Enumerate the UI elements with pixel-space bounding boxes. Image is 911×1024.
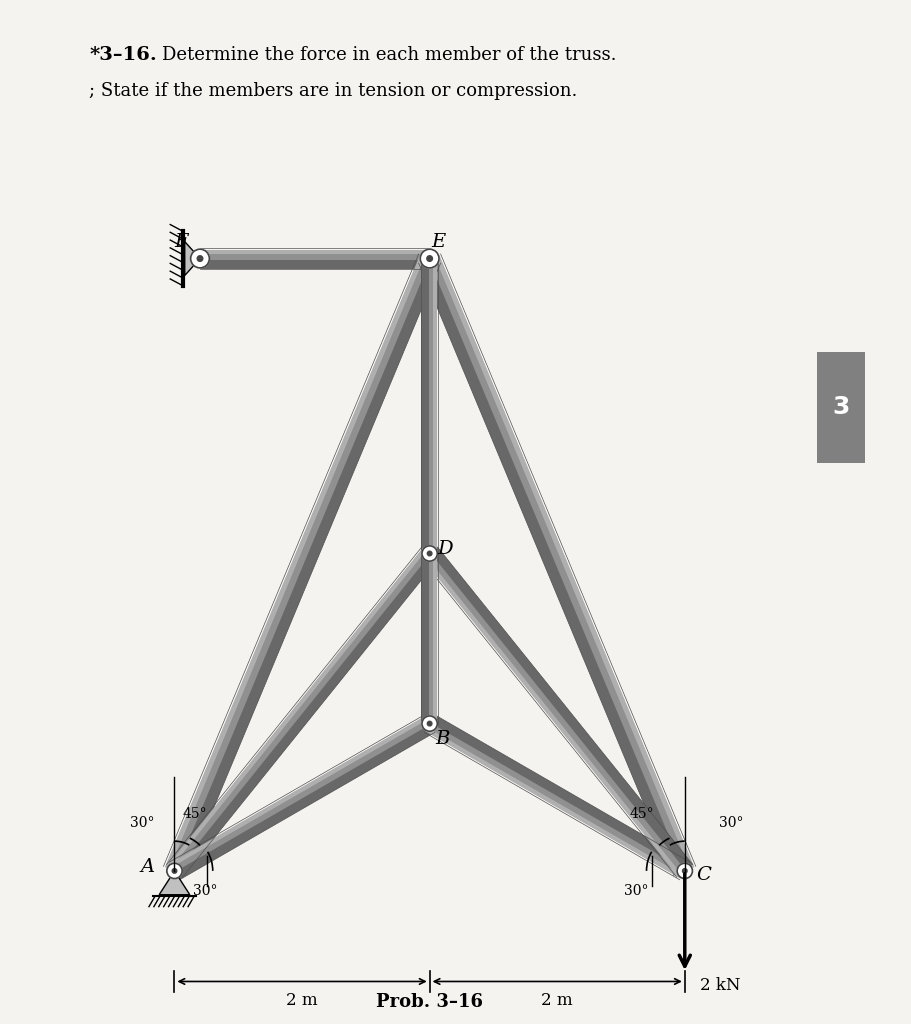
Circle shape	[422, 716, 436, 731]
Text: C: C	[695, 866, 711, 884]
Circle shape	[420, 249, 438, 268]
Polygon shape	[429, 715, 689, 871]
Text: ; State if the members are in tension or compression.: ; State if the members are in tension or…	[89, 82, 578, 99]
Polygon shape	[173, 553, 437, 878]
Polygon shape	[433, 258, 436, 554]
Text: 2 m: 2 m	[286, 992, 318, 1010]
Text: 30°: 30°	[718, 816, 742, 829]
Polygon shape	[168, 548, 430, 871]
Text: *3–16.: *3–16.	[89, 46, 157, 63]
Polygon shape	[200, 250, 429, 259]
Text: E: E	[431, 232, 445, 251]
Polygon shape	[170, 716, 430, 871]
Polygon shape	[168, 548, 425, 868]
Text: Prob. 3–16: Prob. 3–16	[375, 993, 483, 1011]
Polygon shape	[433, 554, 436, 724]
Polygon shape	[435, 255, 693, 868]
Polygon shape	[425, 728, 681, 879]
Text: 30°: 30°	[623, 884, 648, 898]
Text: D: D	[436, 541, 452, 558]
Text: 2 m: 2 m	[541, 992, 572, 1010]
Text: F: F	[174, 232, 188, 251]
Text: 45°: 45°	[629, 807, 653, 821]
Text: 2 kN: 2 kN	[700, 977, 740, 994]
Circle shape	[167, 863, 182, 879]
Polygon shape	[423, 553, 685, 877]
Polygon shape	[428, 255, 693, 871]
Polygon shape	[174, 723, 435, 880]
FancyBboxPatch shape	[815, 352, 865, 463]
Polygon shape	[159, 870, 189, 895]
Polygon shape	[428, 258, 436, 554]
Polygon shape	[165, 255, 430, 871]
Circle shape	[676, 863, 691, 879]
Text: 30°: 30°	[193, 884, 218, 898]
Polygon shape	[418, 258, 685, 876]
Polygon shape	[428, 554, 436, 724]
Polygon shape	[421, 554, 430, 724]
Polygon shape	[428, 547, 692, 871]
Polygon shape	[425, 723, 684, 879]
Polygon shape	[173, 258, 440, 876]
Text: A: A	[140, 858, 154, 876]
Polygon shape	[170, 716, 427, 867]
Circle shape	[197, 256, 202, 261]
Polygon shape	[200, 257, 429, 268]
Polygon shape	[200, 250, 429, 254]
Circle shape	[426, 256, 432, 261]
Circle shape	[422, 546, 436, 561]
Text: B: B	[435, 730, 449, 748]
Text: 3: 3	[832, 395, 849, 420]
Polygon shape	[423, 556, 681, 877]
Text: Determine the force in each member of the truss.: Determine the force in each member of th…	[161, 46, 616, 63]
Circle shape	[190, 249, 210, 268]
Circle shape	[427, 551, 432, 556]
Circle shape	[427, 721, 432, 726]
Polygon shape	[421, 258, 430, 554]
Circle shape	[172, 868, 177, 873]
Polygon shape	[185, 242, 200, 275]
Circle shape	[681, 868, 686, 873]
Text: 45°: 45°	[183, 807, 208, 821]
Text: 30°: 30°	[130, 816, 155, 829]
Polygon shape	[165, 255, 425, 868]
